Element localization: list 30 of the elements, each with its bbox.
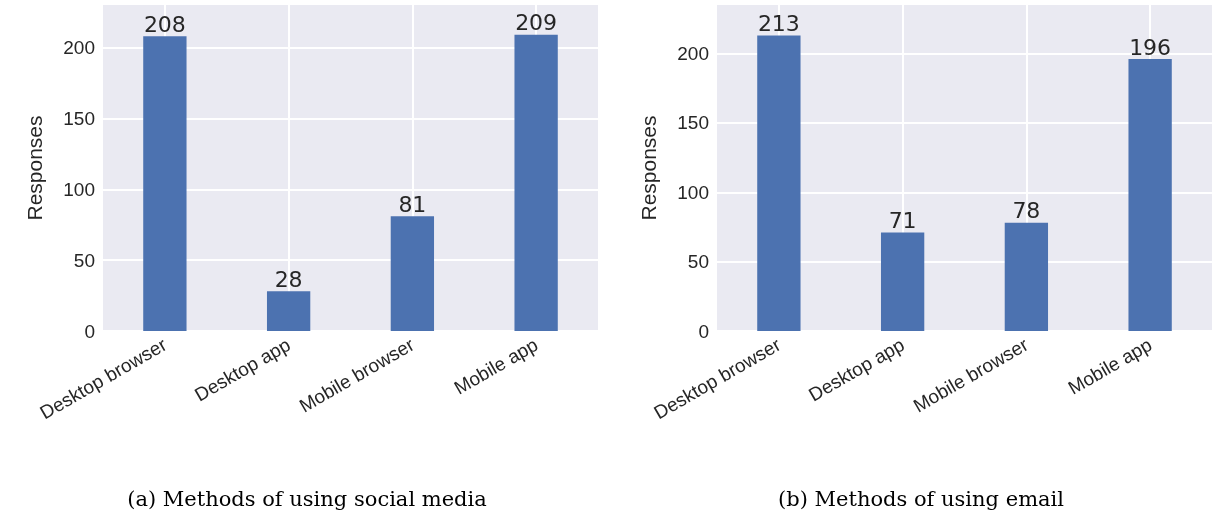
bar <box>514 34 558 331</box>
y-axis-title: Responses <box>637 115 660 221</box>
bar <box>1128 59 1172 331</box>
y-tick-label: 100 <box>63 178 95 200</box>
bar <box>390 216 435 331</box>
data-label: 28 <box>274 266 303 292</box>
bar <box>266 291 311 331</box>
y-axis-title: Responses <box>23 115 46 221</box>
y-tick-label: 200 <box>677 43 709 65</box>
y-tick-label: 0 <box>698 320 709 342</box>
y-tick-label: 50 <box>687 251 709 273</box>
bar <box>143 36 187 331</box>
data-label: 208 <box>143 11 186 37</box>
y-tick-label: 200 <box>63 37 95 59</box>
data-label: 209 <box>515 10 558 36</box>
data-label: 78 <box>1012 198 1041 224</box>
data-label: 71 <box>888 208 917 234</box>
text: (a) Methods of using social media <box>127 486 487 511</box>
data-label: 196 <box>1129 34 1172 60</box>
y-tick-label: 150 <box>63 107 95 129</box>
y-tick-label: 50 <box>73 249 95 271</box>
text: (b) Methods of using email <box>778 486 1065 511</box>
data-label: 81 <box>398 191 427 217</box>
data-label: 213 <box>757 11 800 37</box>
y-tick-label: 150 <box>677 112 709 134</box>
bar <box>1004 222 1049 331</box>
y-tick-label: 0 <box>84 320 95 342</box>
bar <box>880 232 925 331</box>
y-tick-label: 100 <box>677 181 709 203</box>
bar <box>757 35 801 331</box>
